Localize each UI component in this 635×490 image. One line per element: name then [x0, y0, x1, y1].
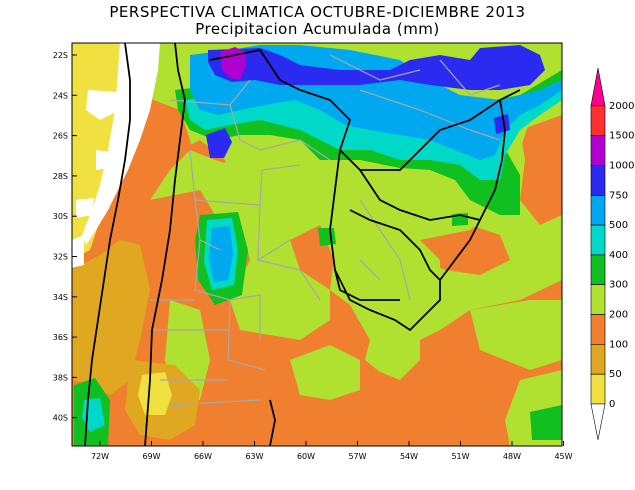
latitude-label: 32S [53, 253, 68, 262]
field-zone-white-atacama [82, 43, 160, 245]
longitude-label: 69W [142, 452, 160, 461]
colorbar-label: 100 [609, 339, 628, 350]
colorbar-label: 50 [609, 369, 622, 380]
field-zone-white-patch-4 [72, 235, 84, 268]
field-zone-white-patch-2 [96, 150, 110, 170]
colorbar-label: 500 [609, 220, 628, 231]
map-frame [71, 42, 563, 447]
province-borders [150, 54, 501, 406]
colorbar-label: 300 [609, 280, 628, 291]
field-zone-white-patch-1 [86, 90, 120, 120]
latitude-label: 38S [53, 373, 68, 382]
colorbar-swatch [590, 373, 606, 405]
longitude-label: 51W [451, 452, 469, 461]
field-zone-white-patch-3 [76, 198, 94, 218]
colorbar-label: 1500 [609, 131, 634, 142]
colorbar-label: 2000 [609, 101, 634, 112]
field-zone-gold-west [72, 240, 150, 395]
longitude-label: 66W [194, 452, 212, 461]
field-zone-blue-north [208, 45, 545, 90]
colorbar-swatch [590, 284, 606, 315]
colorbar-swatch [590, 254, 606, 286]
field-zone-yellow-south [138, 372, 172, 415]
map-title: PERSPECTIVA CLIMATICA OCTUBRE-DICIEMBRE … [109, 3, 526, 21]
longitude-label: 63W [245, 452, 263, 461]
field-zone-light-green-se [470, 300, 562, 370]
field-zone-blue-mid [206, 128, 232, 158]
colorbar-label: 0 [609, 399, 615, 410]
field-zone-purple-max [220, 47, 246, 80]
field-zone-light-green-south [290, 345, 360, 400]
colorbar-swatch [590, 165, 606, 196]
colorbar-swatch [590, 105, 606, 136]
latitude-label: 22S [53, 51, 68, 60]
longitude-label: 45W [554, 452, 572, 461]
latitude-label: 30S [53, 212, 68, 221]
borders-layer [84, 43, 521, 446]
field-zone-cyan-north [185, 85, 562, 180]
country-borders [84, 43, 521, 446]
latitude-label: 26S [53, 132, 68, 141]
colorbar-swatch [590, 344, 606, 375]
colorbar-swatch [590, 194, 606, 226]
field-zone-green-dot [318, 228, 336, 246]
longitude-label: 72W [91, 452, 109, 461]
map-subtitle: Precipitacion Acumulada (mm) [195, 20, 440, 38]
longitude-label: 60W [297, 452, 315, 461]
field-zone-orange-east [420, 225, 510, 275]
latitude-label: 24S [53, 91, 68, 100]
longitude-label: 54W [400, 452, 418, 461]
latitude-label: 36S [53, 333, 68, 342]
precipitation-field [72, 43, 562, 446]
longitude-label: 48W [503, 452, 521, 461]
field-zone-green-se [530, 405, 562, 440]
latitude-label: 28S [53, 172, 68, 181]
field-zone-orange-ne [520, 115, 562, 225]
colorbar-swatch [590, 67, 606, 107]
longitude-label: 57W [348, 452, 366, 461]
colorbar-label: 750 [609, 190, 628, 201]
colorbar-swatch [590, 135, 606, 166]
longitude-axis: 72W 69W 66W 63W 60W 57W 54W 51W 48W 45W [91, 441, 573, 461]
colorbar-swatch [590, 403, 606, 440]
latitude-label: 34S [53, 293, 68, 302]
colorbar-label: 400 [609, 250, 628, 261]
colorbar-swatch [590, 224, 606, 256]
colorbar-label: 1000 [609, 160, 634, 171]
colorbar-label: 200 [609, 310, 628, 321]
field-zone-blue-ne [494, 114, 510, 134]
latitude-label: 40S [53, 414, 68, 423]
latitude-axis: 22S 24S 26S 28S 30S 32S 34S 36S 38S 40S [53, 51, 77, 423]
field-zone-sky-center [209, 226, 233, 282]
colorbar-swatch [590, 314, 606, 345]
